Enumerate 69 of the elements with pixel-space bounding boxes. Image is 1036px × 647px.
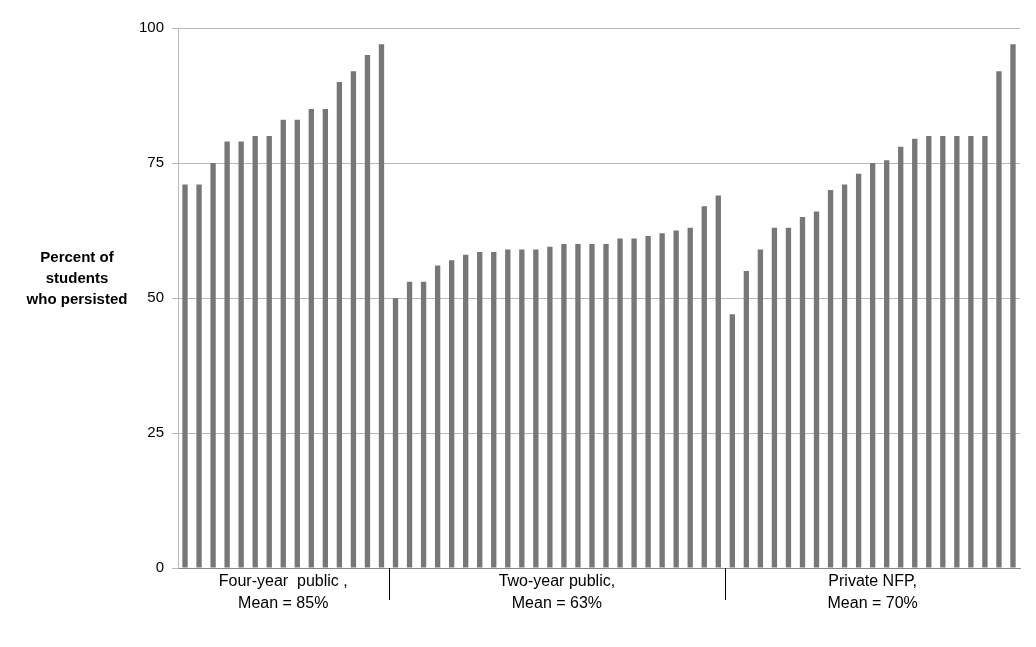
bar (210, 163, 216, 568)
bar (884, 160, 890, 568)
bar (926, 136, 932, 568)
bar (589, 244, 595, 568)
y-tick-label: 25 (147, 423, 164, 441)
bar (448, 260, 455, 568)
bar (631, 238, 637, 568)
bar (378, 44, 385, 568)
bar (533, 249, 539, 568)
bar (813, 211, 820, 568)
bar (954, 136, 960, 568)
bar (659, 233, 665, 568)
bar (182, 184, 188, 568)
bar (364, 55, 371, 568)
bar (673, 230, 679, 568)
bar (771, 227, 778, 568)
bar (308, 109, 314, 568)
bar (336, 82, 343, 568)
bar (687, 227, 693, 568)
bar (869, 163, 876, 568)
bar (420, 281, 427, 568)
series-label: Four-year public , Mean = 85% (218, 572, 348, 612)
bar (603, 244, 609, 568)
bar (491, 252, 497, 568)
bar (855, 173, 862, 568)
bar (757, 249, 764, 568)
bar (224, 141, 230, 568)
bar (1010, 44, 1016, 568)
bar (434, 265, 441, 568)
bar (252, 136, 258, 568)
series-label: Private NFP, Mean = 70% (827, 572, 918, 612)
bar (392, 298, 399, 568)
bar (617, 238, 623, 568)
bar (996, 71, 1002, 568)
y-axis-title: Percent of students who persisted (25, 247, 129, 309)
bar (280, 119, 286, 568)
bar (575, 244, 581, 568)
bar (785, 227, 792, 568)
bar (898, 146, 904, 568)
bar (701, 206, 707, 568)
bar (477, 252, 483, 568)
bar (561, 244, 567, 568)
bar (940, 136, 946, 568)
bar (729, 314, 735, 568)
bar (505, 249, 511, 568)
bar (294, 119, 300, 568)
bar (715, 195, 721, 568)
y-tick-label: 0 (155, 558, 164, 576)
bar (196, 184, 202, 568)
bar (743, 271, 750, 568)
bar (519, 249, 525, 568)
y-tick-label: 100 (138, 18, 164, 36)
bar (266, 136, 272, 568)
bar (912, 138, 918, 568)
bar (841, 184, 848, 568)
bar (645, 235, 651, 568)
bar (238, 141, 244, 568)
bar (350, 71, 357, 568)
bar (982, 136, 988, 568)
bar (968, 136, 974, 568)
bar (827, 190, 834, 568)
bar (799, 217, 806, 568)
bar (463, 254, 469, 568)
y-tick-label: 75 (147, 153, 164, 171)
series-label: Two-year public, Mean = 63% (498, 572, 616, 612)
bar (322, 109, 329, 568)
bar (406, 281, 413, 568)
y-tick-label: 50 (147, 288, 164, 306)
bar (547, 246, 553, 568)
